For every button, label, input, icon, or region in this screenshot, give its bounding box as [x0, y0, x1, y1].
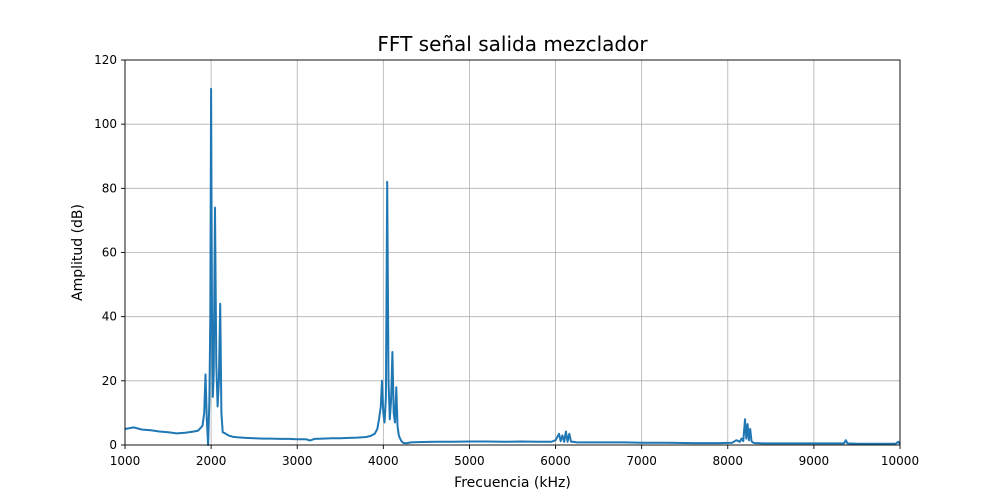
- x-axis-label: Frecuencia (kHz): [454, 475, 571, 491]
- y-tick-label: 0: [109, 438, 117, 452]
- x-tick-label: 8000: [713, 454, 744, 468]
- series-layer: [124, 87, 901, 446]
- x-tick-label: 6000: [540, 454, 571, 468]
- x-tick-label: 5000: [454, 454, 485, 468]
- series-line: [124, 87, 901, 446]
- x-tick-label: 3000: [282, 454, 313, 468]
- x-tick-label: 2000: [196, 454, 227, 468]
- x-tick-label: 7000: [626, 454, 657, 468]
- y-tick-label: 60: [102, 246, 117, 260]
- y-tick-label: 120: [94, 53, 117, 67]
- x-tick-label: 1000: [110, 454, 141, 468]
- chart-title: FFT señal salida mezclador: [377, 32, 648, 56]
- y-tick-label: 80: [102, 181, 117, 195]
- y-axis-label: Amplitud (dB): [70, 204, 86, 301]
- ticks: 1000 2000 3000 4000 5000 6000 7000 8000 9000 1000…: [94, 53, 919, 468]
- x-tick-label: 4000: [368, 454, 399, 468]
- x-tick-label: 10000: [881, 454, 919, 468]
- x-tick-label: 9000: [799, 454, 830, 468]
- y-tick-label: 20: [102, 374, 117, 388]
- y-tick-label: 100: [94, 117, 117, 131]
- y-tick-label: 40: [102, 310, 117, 324]
